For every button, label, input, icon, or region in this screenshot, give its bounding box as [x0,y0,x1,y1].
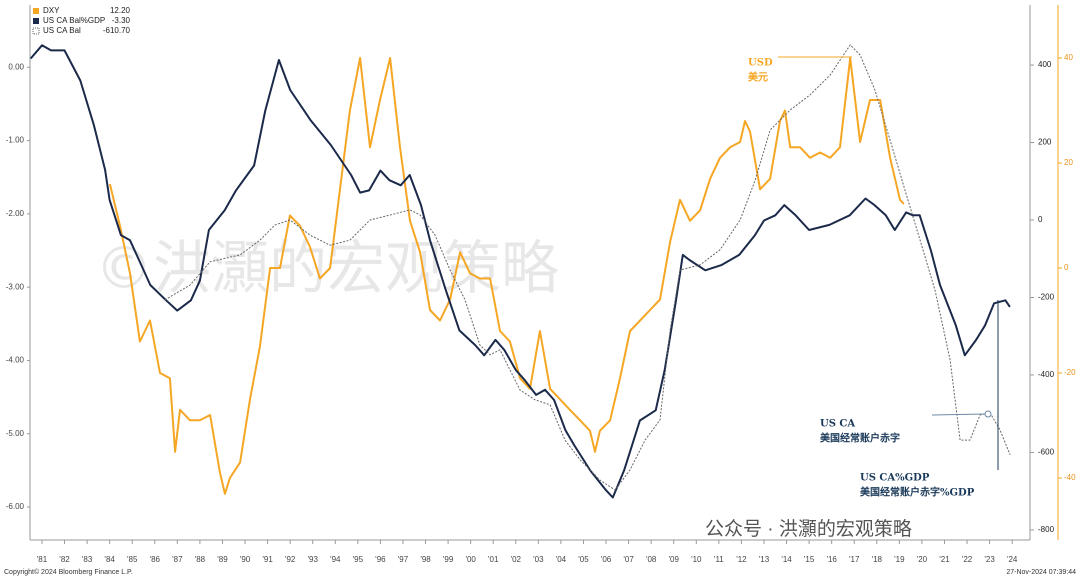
x-tick-label: '82 [59,555,70,564]
series-line [29,44,1011,499]
x-tick-label: '14 [781,555,792,564]
x-tick-label: '19 [894,555,905,564]
series-line [108,57,905,495]
x-tick-label: '18 [872,555,883,564]
x-tick-label: '84 [104,555,115,564]
x-tick-label: '92 [285,555,296,564]
timestamp: 27-Nov-2024 07:39:44 [1006,569,1076,576]
legend-value: 12.20 [110,6,131,15]
x-tick-label: '00 [465,555,476,564]
x-tick-label: '81 [37,555,48,564]
x-tick-label: '97 [398,555,409,564]
x-tick-label: '96 [375,555,386,564]
legend-value: -610.70 [103,26,131,35]
x-tick-label: '11 [714,555,724,564]
legend: DXY 12.20 US CA Bal%GDP -3.30 US CA Bal … [32,6,131,35]
x-tick-label: '03 [533,555,544,564]
x-tick-label: '95 [353,555,364,564]
annotation-line [931,413,987,416]
x-tick-label: '09 [669,555,680,564]
wechat-caption: 公众号 · 洪灝的宏观策略 [705,518,912,540]
x-tick-label: '98 [420,555,431,564]
annotation: US CA%GDP [860,473,930,484]
watermark: ©洪灝的宏观策略 [95,234,559,302]
y2-tick-label: -600 [1038,448,1055,457]
y-tick-label: -3.00 [6,282,25,291]
plot-area: '81 '82 '83 '84 '85 '86 '87 '88 '89 '90 '91 '92 '93 '… [6,5,1076,564]
y2-tick-label: -200 [1038,293,1055,302]
x-tick-label: '12 [736,555,747,564]
y-tick-label: -2.00 [6,209,25,218]
y-tick-label: 0.00 [8,62,24,71]
x-tick-label: '86 [150,555,161,564]
x-tick-label: '83 [82,555,93,564]
x-tick-label: '94 [330,555,341,564]
x-tick-label: '91 [262,555,273,564]
legend-value: -3.30 [112,16,131,25]
y-tick-label: -5.00 [6,429,25,438]
x-tick-label: '22 [962,555,973,564]
x-tick-label: '15 [804,555,815,564]
y2-tick-label: -400 [1038,370,1055,379]
x-tick-label: '17 [849,555,860,564]
annotation-marker [984,410,992,418]
x-tick-label: '20 [917,555,928,564]
y2-tick-label: 400 [1038,60,1052,69]
x-tick-label: '85 [127,555,138,564]
legend-label: US CA Bal [43,26,81,35]
x-tick-label: '89 [217,555,228,564]
y2-tick-label: 200 [1038,138,1052,147]
annotation: 美元 [748,71,768,84]
x-tick-label: '07 [623,555,634,564]
x-tick-label: '23 [984,555,995,564]
x-tick-label: '10 [691,555,702,564]
y-tick-label: -4.00 [6,356,25,365]
y3-tick-label: -40 [1064,473,1076,482]
copyright: Copyright© 2024 Bloomberg Finance L.P. [4,568,133,576]
x-tick-label: '88 [195,555,206,564]
x-tick-label: '06 [601,555,612,564]
y3-tick-label: 40 [1064,53,1073,62]
y3-tick-label: 0 [1064,263,1069,272]
legend-label: DXY [43,6,60,15]
x-tick-label: '01 [488,555,499,564]
x-tick-label: '99 [443,555,454,564]
x-tick-label: '87 [172,555,183,564]
annotation: US CA [820,419,855,430]
annotation: 美国经常账户赤字 [820,432,900,445]
y-tick-label: -1.00 [6,136,25,145]
legend-swatch [33,18,39,24]
y2-tick-label: 0 [1038,215,1043,224]
y3-tick-label: 20 [1064,158,1073,167]
annotation: 美国经常账户赤字%GDP [860,486,975,499]
legend-swatch [32,27,40,35]
x-tick-label: '04 [556,555,567,564]
annotation: USD [748,58,773,69]
x-tick-label: '13 [759,555,770,564]
x-tick-label: '21 [939,555,950,564]
x-tick-label: '24 [1007,555,1018,564]
x-tick-label: '93 [307,555,318,564]
legend-label: US CA Bal%GDP [43,16,105,25]
x-tick-label: '08 [646,555,657,564]
series-line [164,44,1011,491]
x-tick-label: '02 [511,555,522,564]
y2-tick-label: -800 [1038,525,1055,534]
x-tick-label: '05 [578,555,589,564]
x-tick-label: '90 [240,555,251,564]
x-tick-label: '16 [826,555,837,564]
y3-tick-label: -20 [1064,368,1076,377]
y-tick-label: -6.00 [6,502,25,511]
legend-swatch [33,8,39,14]
